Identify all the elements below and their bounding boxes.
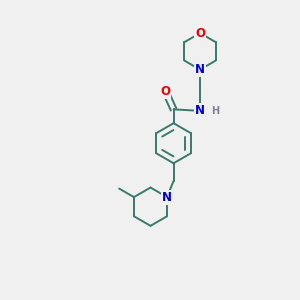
Text: N: N [195,104,205,117]
Text: O: O [195,27,205,40]
Text: N: N [195,63,205,76]
Text: O: O [160,85,170,98]
Text: N: N [162,190,172,204]
Text: H: H [211,106,219,116]
